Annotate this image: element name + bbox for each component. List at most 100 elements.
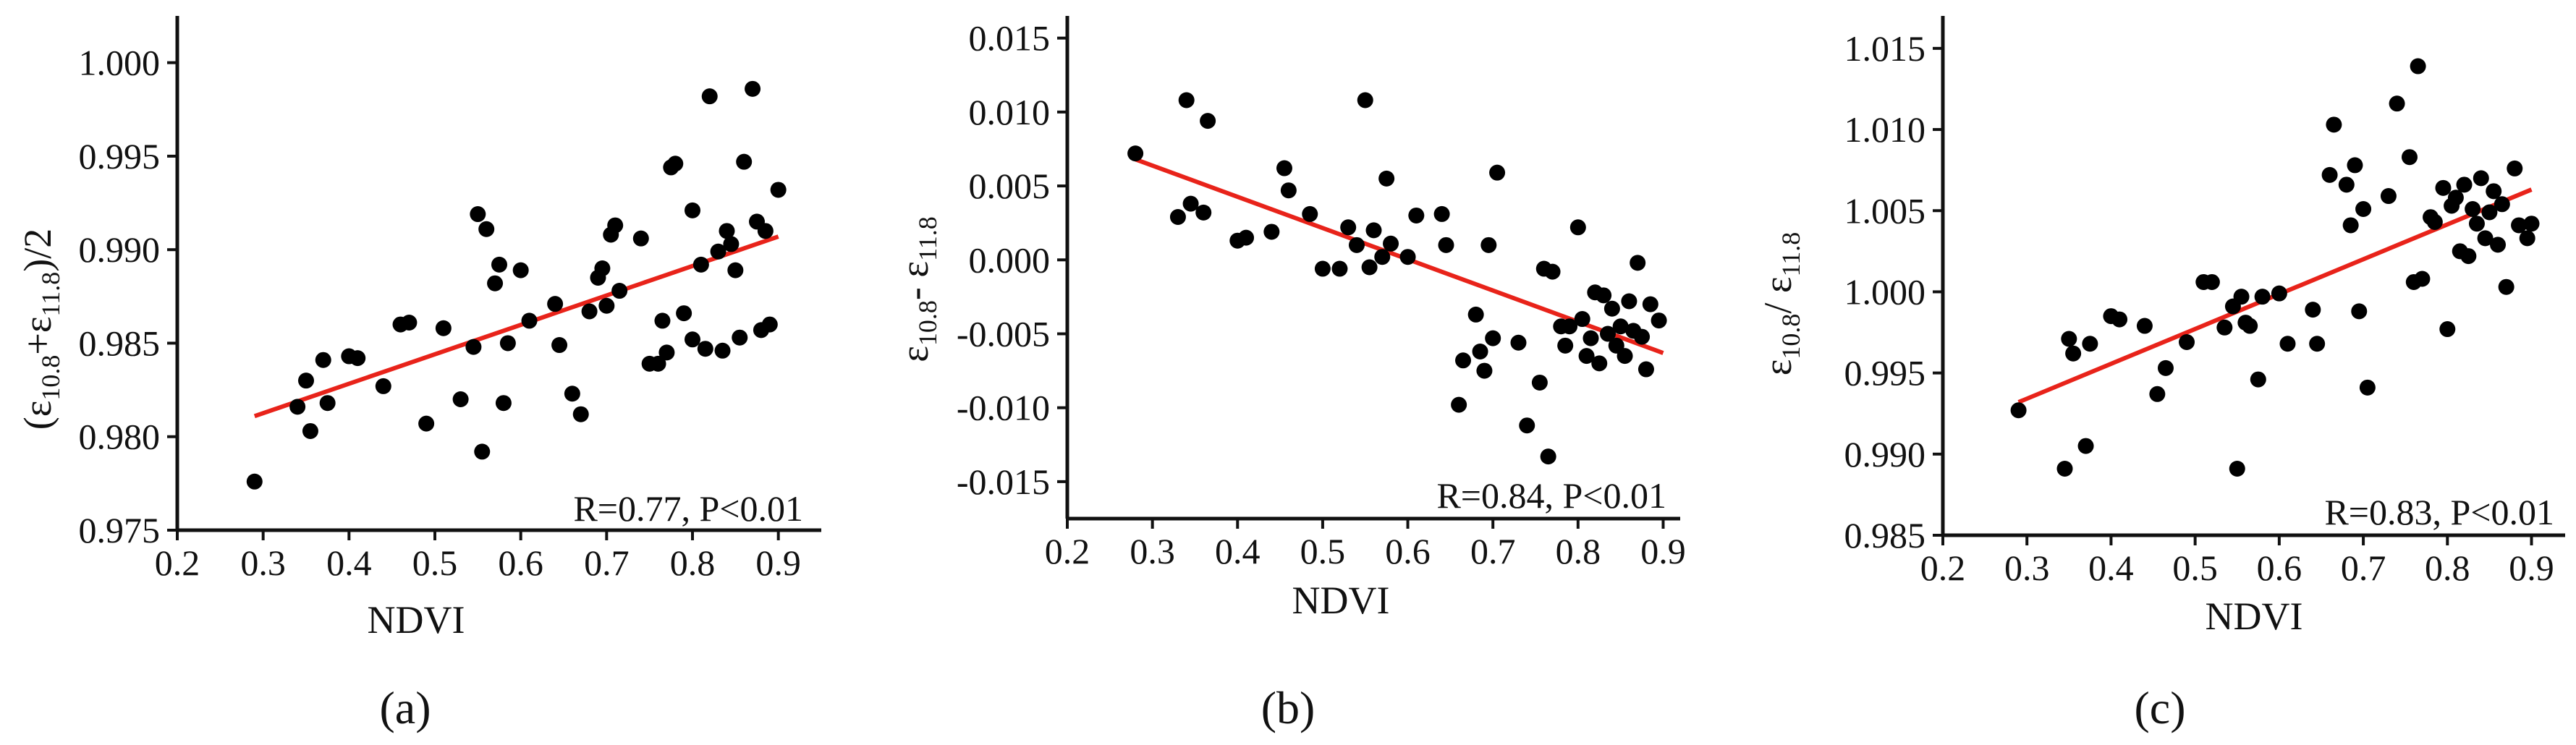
panel-c-y-tick-label: 1.005: [1844, 190, 1926, 231]
panel-b-x-tick-label: 0.9: [1640, 531, 1686, 571]
panel-a-data-point: [452, 391, 469, 408]
panel-a-data-point: [757, 223, 774, 239]
panel-c-data-point: [2355, 201, 2372, 218]
panel-a-x-tick-label: 0.9: [755, 542, 801, 583]
panel-a-data-point: [598, 297, 615, 314]
panel-c-data-point: [2511, 217, 2528, 234]
panel-c-data-point: [2494, 196, 2510, 213]
panel-b-data-point: [1361, 259, 1378, 276]
panel-a-data-point: [719, 223, 735, 239]
panel-c-ylabel-sub1: 10.8: [1776, 314, 1805, 359]
panel-c-stat-annotation: R=0.83, P<0.01: [2324, 492, 2554, 532]
panel-b-data-point: [1378, 170, 1395, 187]
panel-c-data-point: [2465, 201, 2481, 218]
panel-b-x-tick-label: 0.3: [1130, 531, 1175, 571]
panel-b-data-point: [1489, 164, 1506, 181]
panel-c-data-point: [2402, 149, 2418, 166]
panel-b-data-point: [1408, 207, 1425, 224]
panel-a-data-point: [727, 262, 744, 278]
panel-c-data-point: [2426, 213, 2443, 230]
panel-b-data-point: [1583, 330, 1599, 346]
panel-b-data-point: [1455, 352, 1472, 369]
panel-c-data-point: [2309, 336, 2326, 352]
panel-a-marks: 0.2 0.3 0.4 0.5 0.6 0.7 0.8 0.9 0.975 0.980 0.985 0…: [79, 16, 821, 583]
panel-a-data-point: [685, 331, 700, 348]
panel-b-data-point: [1374, 249, 1391, 265]
panel-b-label: (b): [1261, 682, 1315, 733]
panel-a-x-axis-label: NDVI: [368, 598, 465, 642]
panel-a-data-point: [289, 399, 306, 415]
panel-c-data-point: [2435, 179, 2452, 196]
panel-a-data-point: [714, 342, 731, 359]
panel-c-data-point: [2136, 318, 2153, 334]
panel-c-data-point: [2351, 303, 2368, 320]
panel-b-data-point: [1433, 205, 1450, 222]
panel-a-y-tick-label: 1.000: [79, 43, 161, 83]
panel-b-x-tick-label: 0.6: [1385, 531, 1431, 571]
panel-b-y-tick-label: -0.015: [957, 461, 1050, 502]
panel-c-x-tick-label: 0.3: [2004, 548, 2050, 588]
panel-a-x-tick-label: 0.3: [240, 542, 286, 583]
panel-c-x-tick-label: 0.4: [2088, 548, 2134, 588]
panel-b-data-point: [1276, 160, 1292, 176]
panel-b-data-point: [1340, 219, 1357, 236]
panel-a-data-point: [685, 202, 700, 218]
panel-c-data-point: [2468, 216, 2485, 232]
panel-b-data-point: [1280, 182, 1297, 199]
panel-a-data-point: [676, 305, 692, 322]
panel-a-data-point: [349, 350, 366, 367]
panel-a-data-point: [564, 386, 580, 402]
panel-a-data-point: [710, 243, 726, 260]
panel-a-label: (a): [379, 682, 431, 733]
panel-b-data-point: [1630, 255, 1646, 271]
panel-a-ylabel-part3: )/2: [16, 229, 59, 272]
panel-a-data-point: [607, 217, 624, 234]
panel-a-y-tick-label: 0.975: [79, 510, 161, 550]
panel-a-y-tick-label: 0.985: [79, 323, 161, 363]
panel-b-ylabel-sub2: 11.8: [913, 216, 942, 261]
panel-a-data-point: [465, 339, 482, 355]
panel-a-data-point: [650, 355, 666, 372]
panel-c: 0.2 0.3 0.4 0.5 0.6 0.7 0.8 0.9 0.985 0.990 0.995 1…: [1756, 16, 2565, 733]
panel-c-data-point: [2410, 58, 2426, 74]
panel-c-data-point: [2456, 176, 2473, 193]
panel-b-y-axis-label: ε10.8- ε11.8: [893, 216, 942, 362]
panel-b-data-point: [1314, 260, 1331, 277]
panel-c-y-tick-label: 0.995: [1844, 353, 1926, 393]
panel-c-data-point: [2326, 116, 2342, 133]
panel-b-data-point: [1642, 296, 1658, 312]
panel-c-data-point: [2447, 190, 2464, 206]
panel-b: 0.2 0.3 0.4 0.5 0.6 0.7 0.8 0.9 -0.015 -0.010 -0.0…: [893, 16, 1686, 733]
panel-c-data-point: [2338, 176, 2355, 193]
panel-a-data-point: [246, 473, 263, 490]
panel-a-x-tick-label: 0.8: [670, 542, 716, 583]
panel-c-data-point: [2229, 461, 2245, 477]
panel-c-data-point: [2149, 386, 2166, 402]
panel-b-data-point: [1519, 417, 1535, 434]
panel-c-x-axis-label: NDVI: [2206, 595, 2303, 638]
panel-c-data-point: [2010, 402, 2027, 419]
panel-c-data-point: [2490, 237, 2507, 253]
panel-a-data-point: [435, 320, 452, 336]
panel-c-x-tick-label: 0.7: [2341, 548, 2386, 588]
panel-a-data-point: [581, 303, 598, 320]
panel-c-data-point: [2242, 318, 2258, 334]
panel-a-y-tick-label: 0.990: [79, 229, 161, 270]
panel-c-data-point: [2414, 271, 2431, 287]
panel-a-data-point: [499, 335, 516, 352]
panel-b-data-point: [1480, 237, 1497, 253]
panel-a-data-point: [732, 329, 748, 346]
panel-c-data-point: [2486, 183, 2502, 200]
panel-b-data-point: [1578, 348, 1595, 365]
panel-a-data-point: [770, 182, 787, 198]
panel-c-data-point: [2056, 461, 2073, 477]
panel-b-data-point: [1399, 249, 1416, 265]
panel-b-data-point: [1531, 374, 1548, 391]
panel-c-data-point: [2380, 188, 2397, 205]
panel-b-x-tick-label: 0.7: [1470, 531, 1516, 571]
panel-a-data-point: [298, 372, 314, 389]
panel-c-data-point: [2111, 311, 2128, 328]
panel-b-data-point: [1617, 348, 1633, 365]
panel-c-data-point: [2347, 157, 2363, 174]
